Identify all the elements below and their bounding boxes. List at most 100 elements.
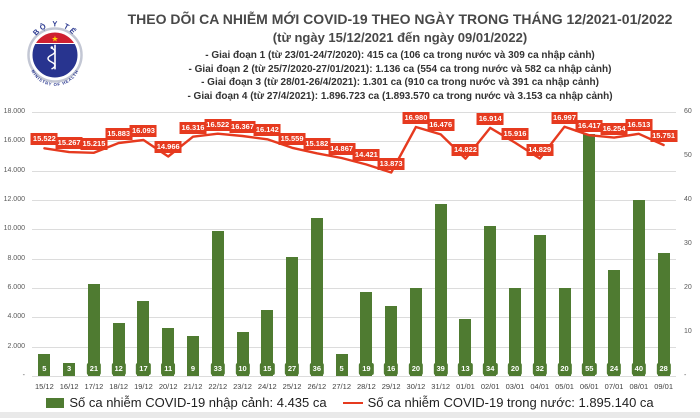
phase-3-line: - Giai đoạn 3 (từ 28/01-26/4/2021): 1.30… <box>201 77 599 88</box>
x-axis-label: 23/12 <box>233 382 252 391</box>
bar <box>533 235 546 376</box>
bar-value-chip: 33 <box>210 363 225 375</box>
line-value-label: 16.417 <box>575 120 603 133</box>
x-axis-label: 04/01 <box>530 382 550 391</box>
x-axis-label: 15/12 <box>34 382 54 391</box>
x-axis-label: 26/12 <box>307 382 327 391</box>
x-axis-label: 09/01 <box>654 382 673 391</box>
x-axis-label: 06/01 <box>579 382 599 391</box>
bar-value-chip: 10 <box>235 363 250 375</box>
line-value-label: 16.142 <box>253 124 281 137</box>
x-axis-label: 20/12 <box>158 382 178 391</box>
bar-value-chip: 32 <box>532 363 547 375</box>
x-axis-label: 03/01 <box>505 382 525 391</box>
bar-value-chip: 5 <box>336 363 347 375</box>
bar <box>286 257 299 376</box>
phase-4-line: - Giai đoạn 4 (từ 27/4/2021): 1.896.723 … <box>187 90 613 102</box>
line-value-label: 16.522 <box>204 118 232 131</box>
left-axis-tick: 14.000 <box>3 166 25 174</box>
x-axis-label: 21/12 <box>183 382 203 391</box>
phase-1-line: - Giai đoạn 1 (từ 23/01-24/7/2020): 415 … <box>205 50 595 61</box>
left-axis-tick: 4.000 <box>7 313 25 321</box>
logo-star-icon: ★ <box>51 35 58 44</box>
logo-red-segment <box>34 31 76 44</box>
line-value-label: 16.316 <box>179 121 207 134</box>
right-axis-tick: 60 <box>684 108 692 115</box>
bottom-edge-strip <box>0 412 700 418</box>
x-axis-label: 08/01 <box>629 382 649 391</box>
line-value-label: 16.093 <box>129 124 157 137</box>
bar <box>608 270 621 376</box>
right-axis-tick: 50 <box>684 152 692 159</box>
line-value-label: 15.916 <box>501 127 529 140</box>
line-value-label: 16.914 <box>476 112 504 125</box>
bar <box>360 292 373 376</box>
x-axis-label: 16/12 <box>59 382 79 391</box>
x-axis-label: 07/01 <box>604 382 624 391</box>
x-axis-label: 05/01 <box>555 382 574 391</box>
legend-domestic-label: Số ca nhiễm COVID-19 trong nước: 1.895.1… <box>367 395 654 410</box>
left-axis-tick: 16.000 <box>3 137 25 145</box>
left-axis-tick: 6.000 <box>7 284 25 291</box>
bar <box>87 283 100 376</box>
x-axis-label: 19/12 <box>134 382 153 391</box>
legend: Số ca nhiễm COVID-19 nhập cảnh: 4.435 ca… <box>0 395 700 410</box>
bar-value-chip: 5 <box>39 363 50 375</box>
right-axis-tick: 40 <box>684 196 692 203</box>
line-value-label: 14.822 <box>451 143 479 156</box>
gridline <box>32 346 676 348</box>
left-axis-tick: 18.000 <box>3 108 25 115</box>
bar <box>632 200 645 376</box>
line-value-label: 14.867 <box>328 142 356 155</box>
right-axis-tick: 30 <box>684 240 692 247</box>
phase-annotations: - Giai đoạn 1 (từ 23/01-24/7/2020): 415 … <box>104 49 696 103</box>
bar <box>583 134 596 376</box>
logo-snake-head <box>50 46 54 49</box>
bar <box>261 310 274 376</box>
line-value-label: 16.997 <box>551 111 579 124</box>
bar-value-chip: 17 <box>136 363 151 375</box>
bar <box>211 230 224 376</box>
gridline <box>32 229 676 231</box>
bar-value-chip: 20 <box>557 363 572 375</box>
legend-item-imported: Số ca nhiễm COVID-19 nhập cảnh: 4.435 ca <box>46 395 327 410</box>
ministry-of-health-logo: ★ BỘ Y TẾ MINISTRY OF HEALTH <box>27 19 83 87</box>
x-axis-label: 28/12 <box>356 382 376 391</box>
bar <box>558 288 571 376</box>
bar <box>509 288 521 376</box>
x-axis-label: 29/12 <box>381 382 401 391</box>
bar-value-chip: 55 <box>582 363 597 375</box>
bar <box>409 288 422 376</box>
line-value-label: 14.966 <box>154 141 182 154</box>
chart-title: THEO DÕI CA NHIỄM MỚI COVID-19 THEO NGÀY… <box>127 11 673 27</box>
gridline <box>32 141 676 143</box>
left-axis-tick: 8.000 <box>7 254 25 262</box>
bar-value-chip: 13 <box>458 363 473 375</box>
bar-value-chip: 3 <box>64 363 75 375</box>
left-axis-tick: 10.000 <box>3 225 25 233</box>
gridline <box>32 200 676 201</box>
line-value-label: 16.367 <box>229 120 257 133</box>
bar-value-chip: 24 <box>606 363 622 375</box>
line-value-label: 15.182 <box>303 138 331 151</box>
bar-value-chip: 20 <box>408 363 424 375</box>
gridline <box>32 170 676 172</box>
gridline <box>32 258 676 260</box>
line-value-label: 15.883 <box>105 128 133 141</box>
bar-value-chip: 39 <box>433 363 448 375</box>
line-value-label: 16.476 <box>427 119 455 132</box>
legend-imported-label: Số ca nhiễm COVID-19 nhập cảnh: 4.435 ca <box>69 395 327 410</box>
bar <box>310 217 323 376</box>
legend-bar-swatch-icon <box>46 397 65 408</box>
bar-value-chip: 12 <box>111 363 126 375</box>
phase-2-line: - Giai đoạn 2 (từ 25/7/2020-27/01/2021):… <box>188 63 612 75</box>
bar <box>434 204 447 376</box>
right-axis-tick: - <box>684 372 687 379</box>
right-axis-tick: 10 <box>684 328 692 335</box>
gridline <box>32 288 676 289</box>
x-axis-label: 25/12 <box>282 382 302 391</box>
